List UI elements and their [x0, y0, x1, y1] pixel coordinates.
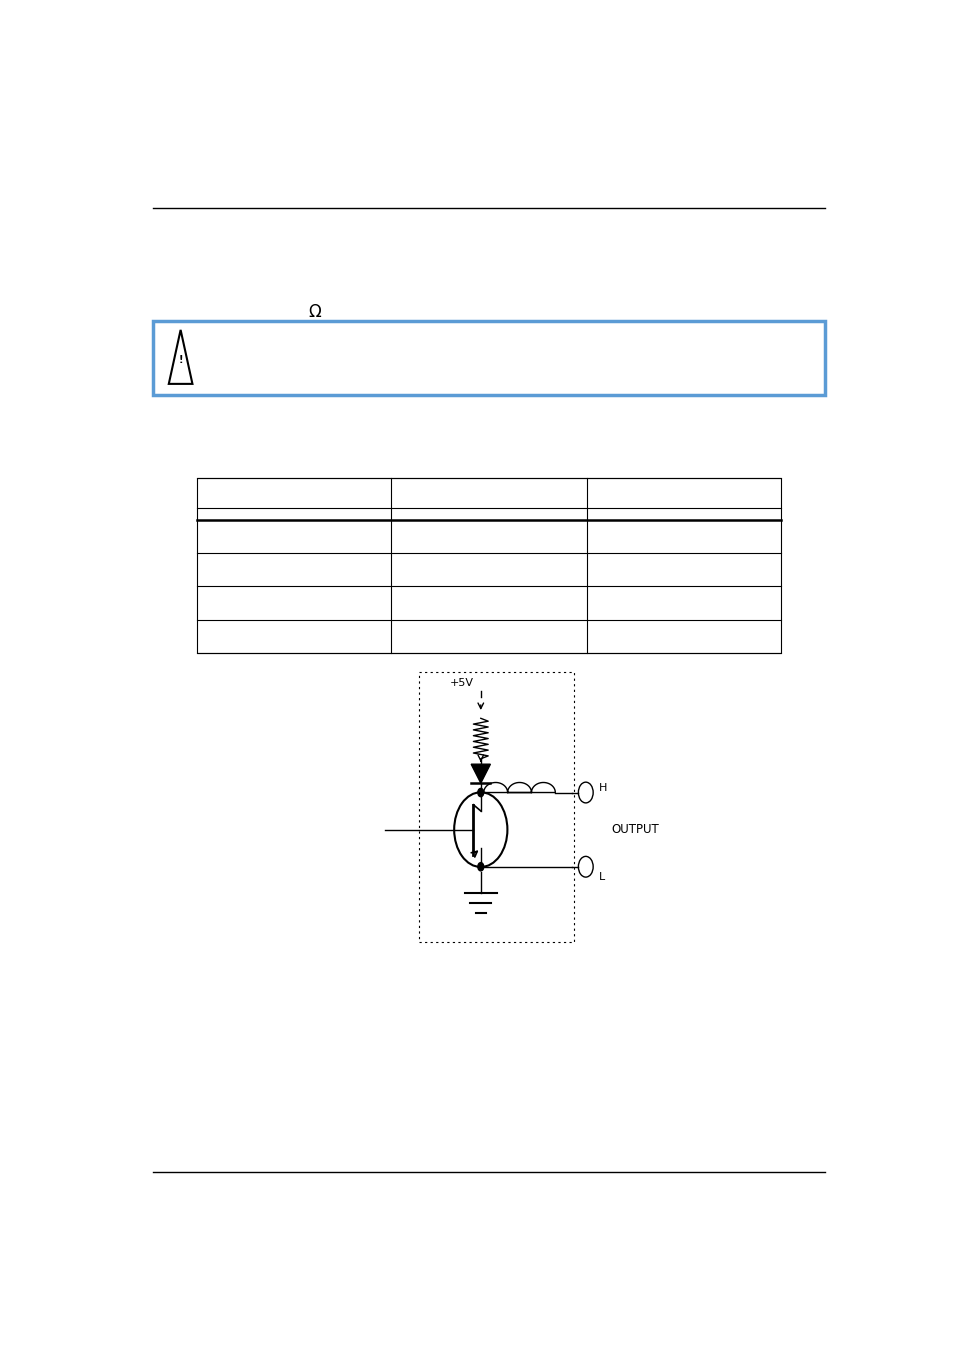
Text: H: H: [598, 783, 607, 794]
Text: L: L: [598, 872, 605, 882]
Text: OUTPUT: OUTPUT: [611, 824, 659, 836]
Text: +5V: +5V: [450, 678, 474, 689]
Text: Ω: Ω: [309, 303, 321, 321]
Bar: [418, 673, 574, 942]
Circle shape: [477, 863, 483, 871]
Polygon shape: [471, 764, 490, 783]
Text: !: !: [178, 355, 183, 364]
Circle shape: [477, 789, 483, 797]
Bar: [196, 479, 781, 652]
Bar: [152, 321, 824, 395]
